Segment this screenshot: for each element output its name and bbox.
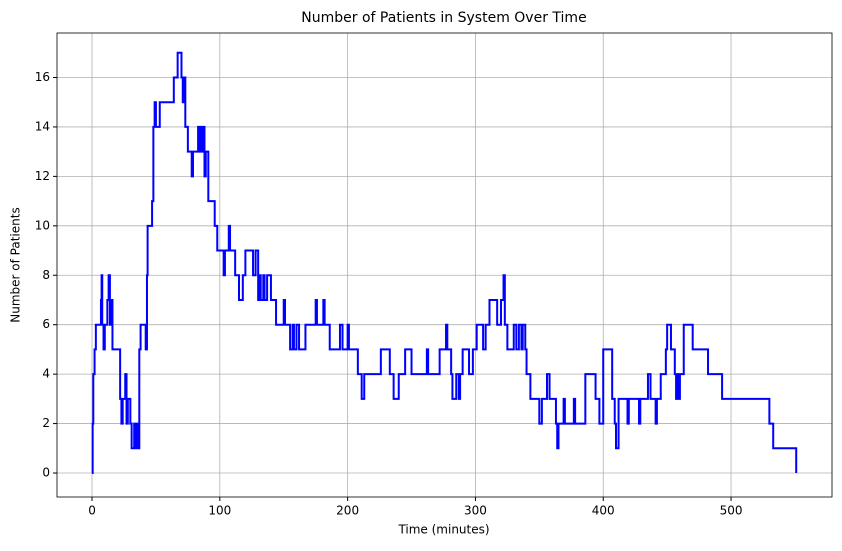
y-tick-label: 4: [42, 367, 50, 381]
x-tick-label: 500: [720, 504, 743, 518]
x-tick-label: 0: [88, 504, 96, 518]
y-tick-label: 8: [42, 268, 50, 282]
y-tick-label: 14: [35, 119, 50, 133]
y-tick-label: 10: [35, 218, 50, 232]
x-tick-label: 300: [464, 504, 487, 518]
x-tick-label: 100: [208, 504, 231, 518]
y-tick-label: 12: [35, 169, 50, 183]
chart-title: Number of Patients in System Over Time: [301, 10, 586, 26]
x-tick-label: 200: [336, 504, 359, 518]
y-tick-label: 0: [42, 466, 50, 480]
x-tick-label: 400: [592, 504, 615, 518]
y-tick-label: 2: [42, 416, 50, 430]
y-axis-label: Number of Patients: [9, 207, 23, 322]
y-tick-label: 6: [42, 317, 50, 331]
step-line: [91, 51, 798, 475]
y-tick-label: 16: [35, 70, 50, 84]
x-axis-label: Time (minutes): [397, 523, 489, 537]
plot-frame: [56, 32, 833, 498]
